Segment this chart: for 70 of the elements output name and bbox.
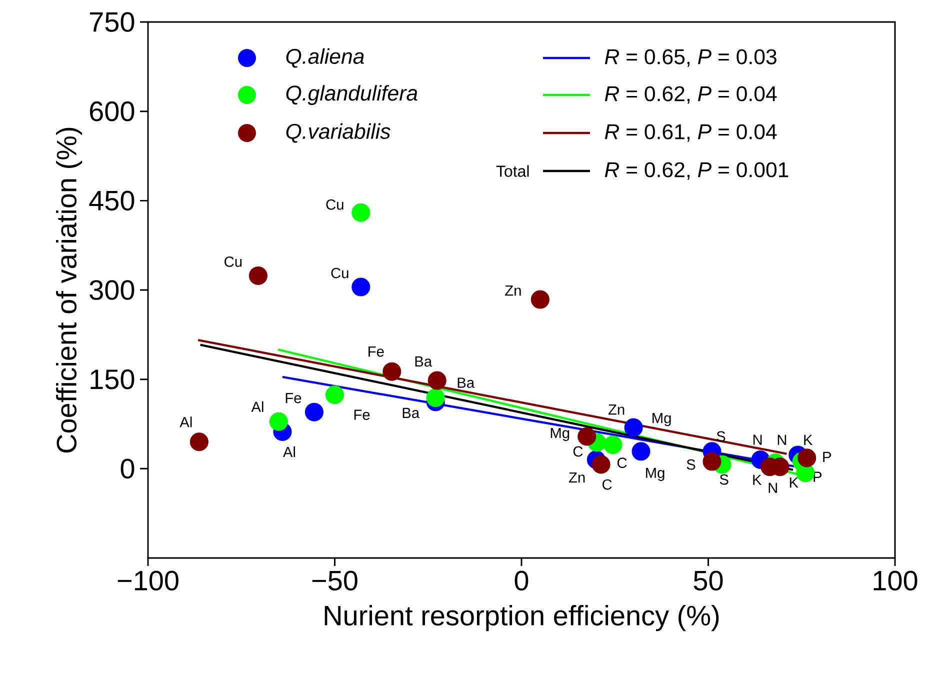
legend-label: R = 0.65, P = 0.03 [604, 49, 776, 67]
legend-label: R = 0.62, P = 0.04 [604, 86, 777, 104]
legend-label: Q.variabilis [286, 123, 390, 143]
x-tick-label: 100 [874, 570, 918, 591]
y-tick-label: 600 [90, 101, 134, 122]
y-tick-label: 450 [89, 190, 134, 211]
y-axis-title: Coefficient of variation (%) [56, 128, 82, 453]
annotation: K [790, 477, 798, 488]
legend-label: R = 0.61, P = 0.04 [604, 124, 777, 142]
annotation: Mg [550, 428, 570, 442]
point [798, 448, 816, 468]
annotation: Zn [608, 404, 624, 415]
annotation: Zn [568, 472, 585, 483]
annotation: C [573, 446, 583, 457]
y-tick-label: 300 [90, 280, 134, 300]
point [428, 371, 446, 390]
annotation: Mg [646, 468, 664, 481]
point [530, 290, 550, 309]
annotation: Ba [415, 356, 432, 367]
x-tick-label: −50 [312, 570, 358, 591]
annotation: S [720, 474, 728, 485]
point [325, 386, 344, 404]
point [248, 266, 268, 285]
point [269, 412, 288, 431]
annotation: N [768, 482, 777, 493]
point [382, 362, 402, 381]
y-tick-label: 0 [120, 458, 134, 479]
point [624, 418, 643, 437]
x-axis-title: Nurient resorption efficiency (%) [324, 605, 719, 632]
y-tick-label: 750 [90, 12, 134, 32]
point [702, 452, 722, 471]
annotation: Mg [652, 413, 671, 426]
legend-label: Q.glandulifera [286, 85, 418, 105]
annotation: C [617, 458, 627, 468]
annotation: P [823, 452, 831, 462]
annotation: S [716, 431, 726, 442]
annotation: Zn [505, 286, 521, 296]
annotation: Fe [286, 392, 302, 404]
annotation: Total [496, 165, 529, 177]
annotation: K [753, 474, 762, 485]
y-tick-label: 150 [90, 369, 134, 390]
x-tick-label: 0 [514, 570, 528, 591]
annotation: Ba [458, 378, 475, 388]
x-tick-label: −100 [118, 570, 178, 591]
annotation: N [753, 434, 762, 445]
point [604, 436, 622, 454]
legend-label: R = 0.62, P = 0.001 [604, 162, 788, 180]
point [578, 427, 596, 446]
annotation: S [686, 459, 696, 470]
point [352, 203, 370, 222]
annotation: C [602, 479, 612, 490]
point [592, 455, 610, 474]
point [304, 402, 324, 422]
annotation: N [778, 434, 786, 445]
annotation: Cu [326, 199, 344, 210]
annotation: Fe [368, 346, 384, 357]
annotation: Al [282, 446, 295, 458]
point [190, 432, 208, 452]
point [352, 278, 370, 296]
annotation: Cu [224, 256, 242, 267]
annotation: Ba [402, 408, 420, 418]
legend-label: Q.aliena [286, 48, 364, 68]
annotation: Fe [354, 410, 370, 420]
annotation: Al [180, 416, 192, 428]
annotation: Cu [331, 268, 348, 278]
annotation: K [804, 434, 813, 445]
point [426, 388, 445, 408]
x-tick-label: 50 [694, 570, 723, 591]
point [632, 442, 650, 461]
annotation: Al [251, 401, 264, 412]
